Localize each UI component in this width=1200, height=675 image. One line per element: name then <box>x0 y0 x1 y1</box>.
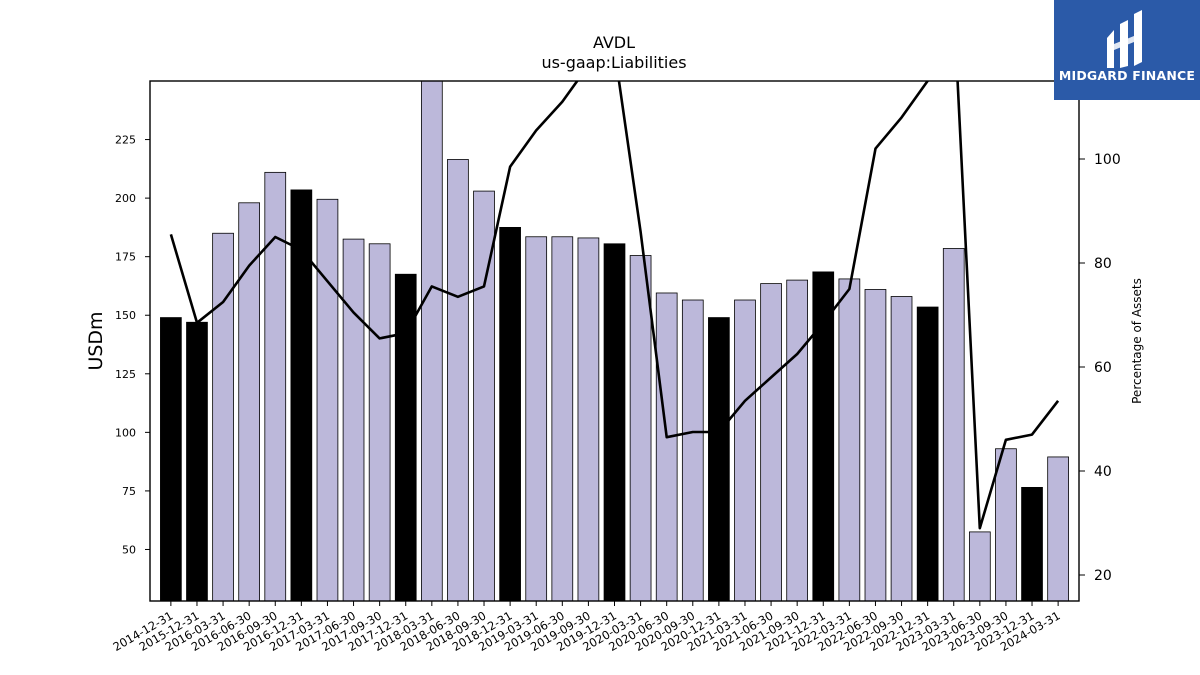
y-tick-label: 175 <box>115 251 136 264</box>
bar-2018-06-30 <box>447 159 469 601</box>
y2-tick-label: 80 <box>1094 256 1112 272</box>
bar-2021-09-30 <box>786 279 809 601</box>
y-tick-label: 50 <box>122 543 136 556</box>
y2-axis-label: Percentage of Assets <box>1130 278 1144 404</box>
bar-2016-12-31 <box>290 189 313 601</box>
y2-tick-label: 60 <box>1094 360 1112 376</box>
bar-2023-09-30 <box>995 448 1017 601</box>
bar-2021-06-30 <box>760 283 782 601</box>
bar-2023-12-31 <box>1021 486 1043 601</box>
bar-2020-03-31 <box>629 255 652 601</box>
bar-2017-06-30 <box>342 238 365 601</box>
bar-2016-09-30 <box>264 171 287 601</box>
chart-title: AVDL <box>593 33 635 52</box>
y-axis-ticks: 50 75 100 125 150 175 200 225 <box>115 134 150 556</box>
y-tick-label: 100 <box>115 426 136 439</box>
chart-subtitle: us-gaap:Liabilities <box>541 53 686 72</box>
bar-2022-09-30 <box>890 296 913 601</box>
bar-2019-03-31 <box>525 236 548 601</box>
bar-2023-03-31 <box>942 248 965 601</box>
y-tick-label: 125 <box>115 368 136 381</box>
y-tick-label: 200 <box>115 192 136 205</box>
bar-2019-12-31 <box>603 243 626 601</box>
y2-tick-label: 20 <box>1094 568 1112 584</box>
bar-2018-12-31 <box>499 226 521 601</box>
bar-2022-12-31 <box>916 306 939 601</box>
y2-axis-ticks: 20 40 60 80 100 <box>1079 152 1121 584</box>
bar-2017-03-31 <box>316 198 339 601</box>
bar-2018-03-31 <box>420 81 443 601</box>
bar-2017-09-30 <box>368 243 391 601</box>
bar-series <box>160 81 1069 601</box>
y2-tick-label: 100 <box>1094 152 1121 168</box>
bar-2016-06-30 <box>238 202 261 601</box>
bar-2021-03-31 <box>734 299 756 601</box>
logo-icon <box>1054 0 1200 100</box>
bar-2023-06-30 <box>968 531 991 601</box>
bar-2021-12-31 <box>812 271 835 601</box>
bar-2024-03-31 <box>1047 456 1069 601</box>
bar-2022-06-30 <box>864 289 887 601</box>
bar-2022-03-31 <box>838 278 861 601</box>
bar-2020-06-30 <box>655 292 678 601</box>
plot-area: 50 75 100 125 150 175 200 225 20 40 60 80 100 2014-… <box>110 80 1121 654</box>
bar-2017-12-31 <box>394 273 417 601</box>
x-axis-ticks: 2014-12-312015-12-312016-03-312016-06-30… <box>110 601 1063 654</box>
line-series <box>169 81 1060 530</box>
y-tick-label: 225 <box>115 134 136 147</box>
bar-2019-09-30 <box>577 237 600 601</box>
bar-2019-06-30 <box>551 236 574 601</box>
y-tick-label: 75 <box>122 485 136 498</box>
bar-2020-09-30 <box>681 299 704 601</box>
y2-tick-label: 40 <box>1094 464 1112 480</box>
bar-2018-09-30 <box>473 190 495 601</box>
bar-2020-12-31 <box>708 317 730 601</box>
y-tick-label: 150 <box>115 309 136 322</box>
bar-2015-12-31 <box>186 321 208 601</box>
logo-text: MIDGARD FINANCE <box>1058 68 1196 83</box>
bar-2014-12-31 <box>160 317 182 601</box>
y-axis-label: USDm <box>85 311 107 370</box>
midgard-finance-logo: MIDGARD FINANCE <box>1054 0 1200 100</box>
percentage-of-assets-line <box>169 81 1060 530</box>
bar-2016-03-31 <box>212 232 234 601</box>
